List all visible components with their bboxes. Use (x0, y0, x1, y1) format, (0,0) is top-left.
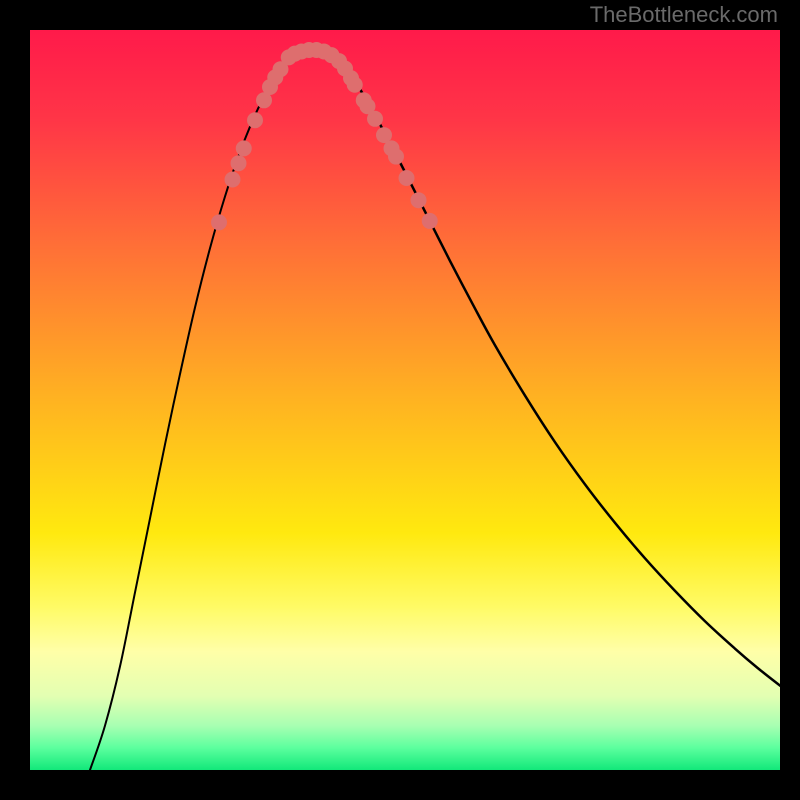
marker-dot (411, 192, 427, 208)
right-curve (308, 50, 781, 686)
marker-dot (388, 149, 404, 165)
plot-area (30, 30, 780, 770)
marker-dot (399, 170, 415, 186)
bottom-markers (281, 42, 340, 65)
left-curve (90, 50, 308, 770)
right-markers (331, 53, 438, 229)
marker-dot (422, 213, 438, 229)
marker-dot (247, 112, 263, 128)
watermark-text: TheBottleneck.com (590, 2, 778, 28)
marker-dot (367, 111, 383, 127)
marker-dot (236, 140, 252, 156)
marker-dot (225, 171, 241, 187)
curves-layer (30, 30, 780, 770)
marker-dot (231, 155, 247, 171)
marker-dot (347, 77, 363, 93)
marker-dot (211, 214, 227, 230)
marker-dot (324, 47, 340, 63)
chart-frame: TheBottleneck.com (0, 0, 800, 800)
